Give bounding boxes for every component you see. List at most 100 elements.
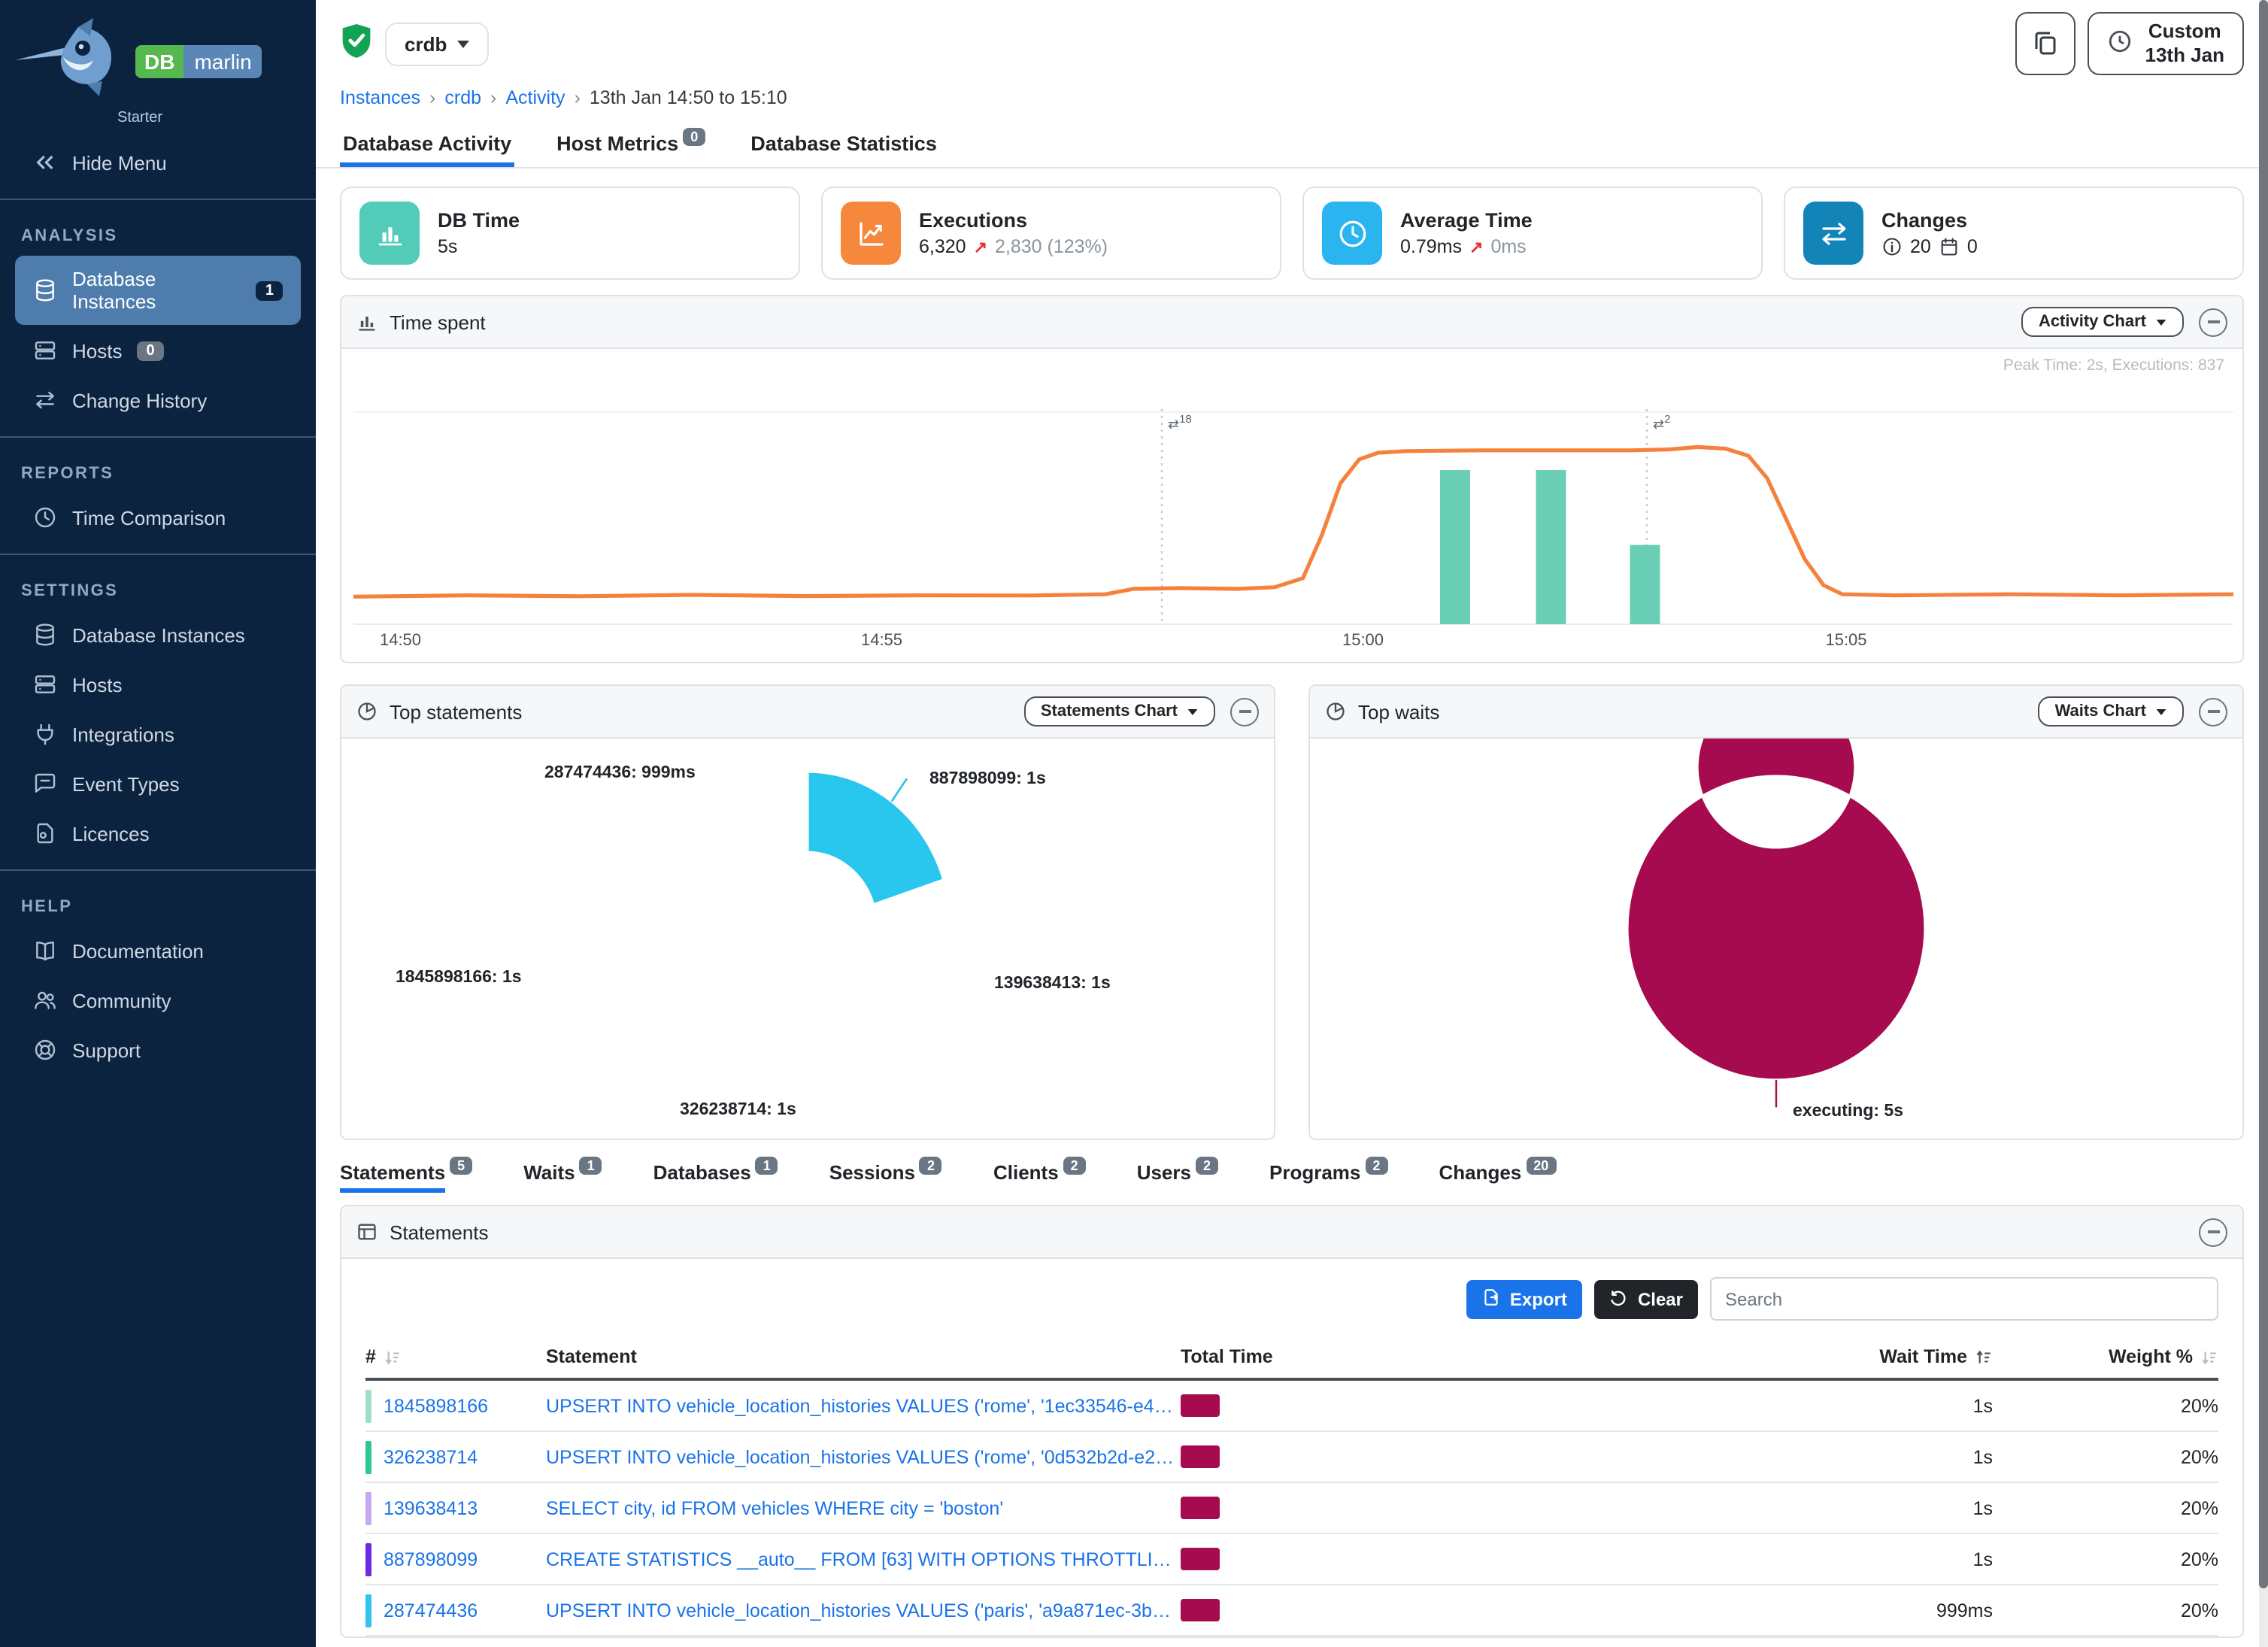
donut-slice[interactable]: [1626, 686, 1927, 1081]
caret-down-icon: [2156, 319, 2166, 325]
detail-tab-clients[interactable]: Clients 2: [993, 1157, 1086, 1193]
sidebar-item-event-types[interactable]: Event Types: [15, 760, 301, 808]
statement-id-cell: 887898099: [365, 1542, 546, 1576]
breadcrumb: Instances › crdb › Activity › 13th Jan 14:50 t…: [340, 75, 2244, 117]
breadcrumb-item: 13th Jan 14:50 to 15:10: [589, 87, 787, 108]
detail-tab-databases[interactable]: Databases 1: [653, 1157, 778, 1193]
clear-button[interactable]: Clear: [1593, 1279, 1698, 1318]
donut-slice[interactable]: [806, 770, 945, 906]
time-range-line1: Custom: [2148, 19, 2221, 42]
waits-chart-dropdown[interactable]: Waits Chart: [2038, 696, 2184, 726]
time-range-button[interactable]: Custom 13th Jan: [2088, 12, 2244, 75]
statement-sql-link[interactable]: UPSERT INTO vehicle_location_histories V…: [546, 1395, 1181, 1416]
statement-sql-link[interactable]: SELECT city, id FROM vehicles WHERE city…: [546, 1497, 1004, 1518]
column-header-weight-[interactable]: Weight %: [1993, 1346, 2218, 1367]
sidebar-item-community[interactable]: Community: [15, 976, 301, 1024]
donut-chart-svg: [806, 770, 945, 906]
statement-id-link[interactable]: 287474436: [384, 1600, 478, 1621]
statement-id-cell: 1845898166: [365, 1389, 546, 1422]
statement-sql-link[interactable]: UPSERT INTO vehicle_location_histories V…: [546, 1446, 1181, 1467]
executions-bar: [1440, 470, 1470, 624]
marlin-fish-icon: [12, 15, 129, 107]
tab-label: Host Metrics: [556, 132, 679, 155]
statement-id-link[interactable]: 887898099: [384, 1548, 478, 1570]
undo-icon: [1609, 1287, 1629, 1311]
weight-cell: 20%: [2180, 1395, 2218, 1416]
sidebar: DB marlin Starter Hide Menu ANALYSIS Data…: [0, 0, 316, 1647]
charts-row: Top statements Statements Chart 88789809…: [340, 684, 2244, 1140]
sidebar-item-hosts[interactable]: Hosts: [15, 660, 301, 708]
metric-title: Changes: [1881, 209, 1968, 232]
tab-database-activity[interactable]: Database Activity: [340, 126, 515, 167]
statements-title: Statements: [390, 1221, 489, 1243]
donut-slice-label: 139638413: 1s: [994, 975, 1111, 993]
detail-tab-waits[interactable]: Waits 1: [523, 1157, 602, 1193]
licence-icon: [33, 821, 57, 845]
detail-tab-users[interactable]: Users 2: [1137, 1157, 1218, 1193]
tab-database-statistics[interactable]: Database Statistics: [747, 126, 940, 167]
detail-tab-badge: 2: [1063, 1157, 1086, 1175]
sidebar-item-documentation[interactable]: Documentation: [15, 927, 301, 975]
sidebar-item-licences[interactable]: Licences: [15, 809, 301, 857]
hide-menu-button[interactable]: Hide Menu: [15, 138, 301, 187]
breadcrumb-item[interactable]: Instances: [340, 87, 421, 108]
time-spent-chart: Peak Time: 2s, Executions: 837 14:50 14:5…: [341, 349, 2242, 662]
statement-sql-link[interactable]: CREATE STATISTICS __auto__ FROM [63] WIT…: [546, 1548, 1181, 1570]
breadcrumb-item[interactable]: crdb: [444, 87, 482, 108]
total-time-cell: [1181, 1445, 1549, 1468]
sidebar-divider: [0, 554, 316, 555]
statements-chart-dropdown[interactable]: Statements Chart: [1023, 696, 1215, 726]
copy-button[interactable]: [2015, 12, 2076, 75]
statement-cell: UPSERT INTO vehicle_location_histories V…: [546, 1395, 1181, 1416]
export-button[interactable]: Export: [1466, 1279, 1582, 1318]
statement-sql-link[interactable]: UPSERT INTO vehicle_location_histories V…: [546, 1600, 1181, 1621]
collapse-statements-button[interactable]: [2199, 1218, 2227, 1246]
breadcrumb-item[interactable]: Activity: [505, 87, 565, 108]
activity-chart-dropdown[interactable]: Activity Chart: [2021, 307, 2184, 337]
column-header-label: #: [365, 1346, 376, 1367]
detail-tab-badge: 20: [1526, 1157, 1557, 1175]
column-header-total-time[interactable]: Total Time: [1181, 1346, 1549, 1367]
collapse-top-waits-button[interactable]: [2199, 697, 2227, 726]
sidebar-item-support[interactable]: Support: [15, 1026, 301, 1074]
metric-card-text: Average Time 0.79ms ↗ 0ms: [1400, 209, 1533, 257]
sidebar-item-database-instances[interactable]: Database Instances: [15, 611, 301, 659]
tab-host-metrics[interactable]: Host Metrics 0: [553, 126, 708, 167]
statement-id-link[interactable]: 139638413: [384, 1497, 478, 1518]
pie-chart-icon: [1325, 701, 1346, 722]
collapse-time-spent-button[interactable]: [2199, 308, 2227, 336]
statement-id-cell: 287474436: [365, 1594, 546, 1627]
sidebar-item-change-history[interactable]: Change History: [15, 376, 301, 424]
statement-id-link[interactable]: 1845898166: [384, 1395, 489, 1416]
shield-check-icon: [340, 22, 373, 65]
sidebar-divider: [0, 436, 316, 438]
sort-down-icon: [382, 1347, 402, 1366]
detail-tab-changes[interactable]: Changes 20: [1439, 1157, 1557, 1193]
instance-selector[interactable]: crdb: [385, 22, 490, 65]
statement-id-link[interactable]: 326238714: [384, 1446, 478, 1467]
search-input[interactable]: [1710, 1277, 2218, 1321]
column-header-statement[interactable]: Statement: [546, 1346, 1181, 1367]
sidebar-item-integrations[interactable]: Integrations: [15, 710, 301, 758]
detail-tab-sessions[interactable]: Sessions 2: [829, 1157, 942, 1193]
detail-tabs: Statements 5 Waits 1 Databases 1 Sessions 2 Clie…: [316, 1140, 2268, 1193]
detail-tab-statements[interactable]: Statements 5: [340, 1157, 473, 1193]
sidebar-item-label: Hosts: [72, 339, 123, 362]
sidebar-item-label: Documentation: [72, 939, 204, 962]
collapse-top-statements-button[interactable]: [1230, 697, 1259, 726]
sidebar-item-database-instances[interactable]: Database Instances 1: [15, 256, 301, 325]
wait-time-cell: 1s: [1972, 1395, 1993, 1416]
column-header--[interactable]: #: [365, 1346, 546, 1367]
column-header-wait-time[interactable]: Wait Time: [1549, 1346, 1993, 1367]
sidebar-item-hosts[interactable]: Hosts 0: [15, 326, 301, 375]
detail-tab-programs[interactable]: Programs 2: [1269, 1157, 1388, 1193]
page-scrollbar[interactable]: [2259, 0, 2268, 1647]
executions-bar: [1536, 470, 1566, 624]
metric-title: DB Time: [438, 209, 520, 232]
donut-slice-label: 887898099: 1s: [929, 770, 1046, 788]
pie-chart-icon: [356, 701, 377, 722]
sidebar-item-time-comparison[interactable]: Time Comparison: [15, 493, 301, 541]
scrollbar-thumb[interactable]: [2259, 0, 2268, 1588]
sidebar-item-badge: 1: [256, 281, 283, 300]
statement-cell: CREATE STATISTICS __auto__ FROM [63] WIT…: [546, 1548, 1181, 1570]
